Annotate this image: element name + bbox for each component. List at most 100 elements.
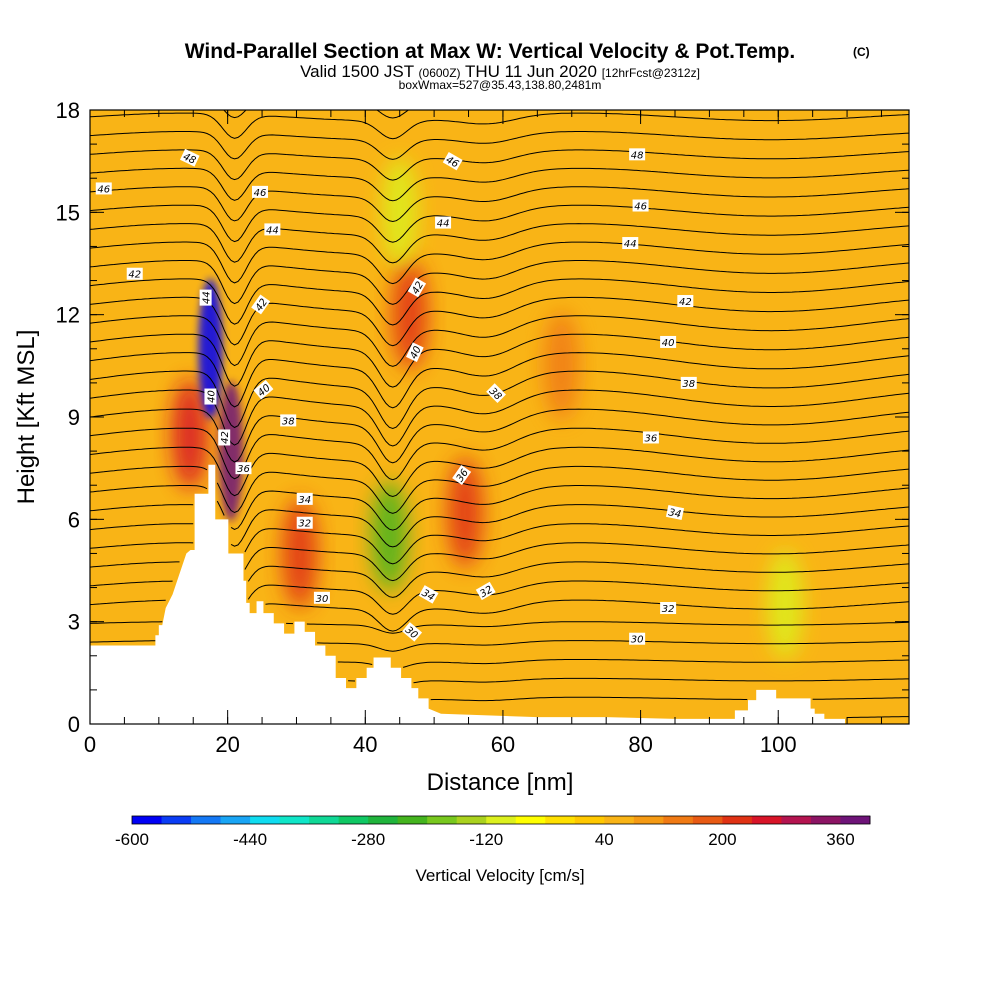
theta-line-12	[90, 485, 909, 531]
svg-text:48: 48	[631, 150, 644, 161]
colorbar-swatch-10	[427, 816, 458, 824]
contour-label-1: 46	[95, 182, 112, 195]
theta-line-11	[90, 504, 909, 548]
y-tick-label-6: 18	[56, 98, 80, 123]
svg-text:42: 42	[679, 297, 692, 308]
colorbar-swatch-20	[722, 816, 753, 824]
x-tick-label-5: 100	[760, 732, 797, 757]
colorbar-swatch-19	[692, 816, 723, 824]
colorbar-swatch-14	[545, 816, 576, 824]
svg-text:46: 46	[97, 184, 110, 195]
svg-text:34: 34	[667, 507, 682, 520]
contour-label-0: 48	[180, 148, 200, 167]
contour-label-29: 38	[680, 376, 697, 390]
chart-title: Wind-Parallel Section at Max W: Vertical…	[185, 40, 796, 63]
colorbar-tick-0: -600	[115, 830, 149, 849]
theta-line-7	[90, 580, 909, 615]
updraft-core-5	[543, 310, 580, 421]
theta-line-3	[337, 659, 909, 668]
theta-line-14	[90, 446, 909, 498]
theta-line-31	[90, 131, 909, 160]
theta-line-32	[90, 112, 909, 140]
svg-text:40: 40	[409, 345, 424, 361]
chart-subtitle: Valid 1500 JST (0600Z) THU 11 Jun 2020 […	[300, 62, 700, 81]
colorbar-swatch-3	[220, 816, 251, 824]
svg-text:38: 38	[282, 416, 295, 427]
box-note: boxWmax=527@35.43,138.80,2481m	[399, 78, 602, 92]
y-tick-label-2: 6	[68, 507, 80, 532]
x-tick-label-3: 60	[491, 732, 515, 757]
theta-line-9	[90, 542, 909, 582]
x-tick-label-4: 80	[628, 732, 652, 757]
contour-label-8: 44	[264, 223, 281, 236]
colorbar-swatch-15	[574, 816, 605, 824]
y-tick-label-1: 3	[68, 610, 80, 635]
colorbar-swatch-11	[456, 816, 487, 824]
contour-label-27: 42	[677, 295, 694, 308]
terrain-profile	[90, 464, 909, 724]
colorbar-swatch-0	[132, 816, 163, 824]
theta-contours	[90, 110, 909, 718]
y-tick-label-3: 9	[68, 405, 80, 430]
contour-label-32: 32	[660, 602, 677, 615]
svg-text:36: 36	[237, 464, 250, 475]
svg-text:42: 42	[220, 431, 231, 444]
plot-area: 4846424440423646444240383432304644424038…	[90, 110, 909, 724]
theta-line-23	[90, 278, 909, 326]
contour-label-6: 36	[235, 462, 252, 475]
x-tick-label-2: 40	[353, 732, 377, 757]
svg-text:42: 42	[128, 270, 141, 281]
theta-line-15	[90, 427, 909, 481]
svg-text:46: 46	[634, 202, 647, 213]
colorbar-swatch-4	[250, 816, 281, 824]
colorbar-tick-6: 360	[826, 830, 854, 849]
updraft-core-0	[171, 379, 208, 490]
svg-text:46: 46	[254, 188, 267, 199]
zulu-time: (0600Z)	[419, 66, 461, 80]
theta-line-22	[90, 296, 909, 347]
contour-label-18: 40	[406, 342, 424, 362]
contour-label-5: 42	[218, 429, 231, 446]
valid-time: Valid 1500 JST	[300, 62, 414, 81]
theta-line-27	[90, 204, 909, 243]
svg-text:30: 30	[631, 635, 644, 646]
svg-text:44: 44	[624, 239, 637, 250]
svg-text:36: 36	[645, 433, 658, 444]
downdraft-core-7	[371, 481, 408, 592]
theta-line-25	[90, 241, 909, 285]
colorbar-tick-2: -280	[351, 830, 385, 849]
y-tick-label-4: 12	[56, 303, 80, 328]
x-tick-label-0: 0	[84, 732, 96, 757]
colorbar-swatch-2	[191, 816, 222, 824]
theta-line-1	[430, 696, 909, 702]
colorbar-tick-5: 200	[708, 830, 736, 849]
colorbar-swatch-5	[279, 816, 310, 824]
theta-line-10	[90, 523, 909, 565]
contour-label-26: 44	[622, 237, 639, 250]
x-axis: 0 20 40 60 80 100	[84, 110, 882, 757]
y-tick-label-5: 15	[56, 200, 80, 225]
svg-text:44: 44	[202, 291, 213, 304]
theta-line-20	[90, 333, 909, 388]
colorbar-ticks: -600 -440 -280 -120 40 200 360	[115, 830, 855, 849]
contour-label-3: 44	[199, 289, 213, 306]
contour-label-12: 34	[296, 492, 313, 506]
svg-text:34: 34	[298, 495, 311, 506]
svg-text:44: 44	[437, 219, 450, 230]
downdraft-core-8	[381, 157, 418, 268]
theta-line-19	[90, 352, 909, 409]
theta-line-29	[90, 167, 909, 202]
theta-line-6	[90, 599, 909, 632]
y-axis-label: Height [Kft MSL]	[13, 330, 40, 505]
svg-text:40: 40	[206, 390, 217, 403]
svg-text:30: 30	[316, 594, 329, 605]
copyright-mark: (C)	[853, 45, 870, 59]
contour-label-7: 46	[251, 185, 268, 199]
contour-label-2: 42	[126, 267, 143, 281]
contour-label-11: 38	[280, 414, 297, 427]
contour-label-31: 34	[665, 504, 685, 521]
x-axis-label: Distance [nm]	[427, 769, 574, 796]
contour-label-28: 40	[660, 335, 677, 349]
